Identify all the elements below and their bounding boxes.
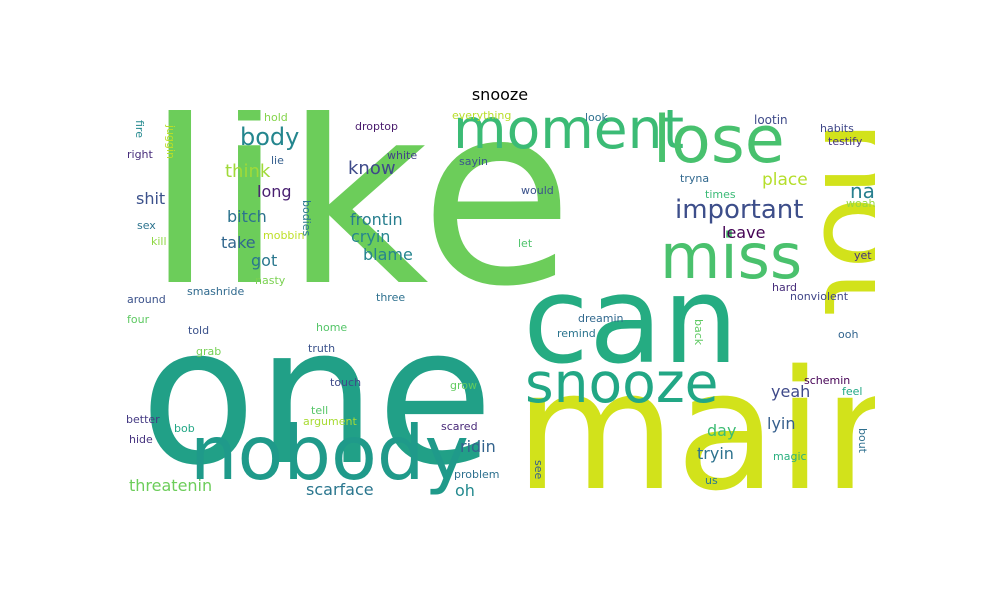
- word-know: know: [348, 158, 396, 179]
- word-truth: truth: [308, 342, 335, 355]
- word-lose: lose: [653, 110, 785, 178]
- word-mobbin: mobbin: [263, 229, 304, 242]
- word-main: main: [515, 335, 875, 500]
- word-one: one: [140, 286, 494, 500]
- word-yet: yet: [854, 249, 872, 262]
- word-nasty: nasty: [255, 274, 286, 287]
- word-touch: touch: [330, 376, 361, 389]
- word-day: day: [707, 421, 736, 440]
- word-told: told: [188, 324, 209, 337]
- word-think: think: [225, 161, 271, 182]
- word-grow: grow: [450, 379, 477, 392]
- word-argument: argument: [303, 415, 357, 428]
- word-times: times: [705, 188, 736, 201]
- word-feel: feel: [842, 385, 862, 398]
- word-right: right: [127, 148, 154, 161]
- word-cryin: cryin: [351, 227, 390, 246]
- word-threatenin: threatenin: [129, 476, 212, 495]
- word-hold: hold: [264, 111, 288, 124]
- word-us: us: [705, 474, 718, 487]
- word-dreamin: dreamin: [578, 312, 624, 325]
- word-cloud-title: snooze: [471, 85, 529, 104]
- word-tell: tell: [311, 404, 328, 417]
- word-four: four: [127, 313, 150, 326]
- word-not: not: [796, 120, 875, 317]
- word-important: important: [675, 195, 803, 225]
- word-tryin: tryin: [697, 444, 734, 463]
- word-snooze: snooze: [525, 351, 719, 415]
- word-back: back: [692, 319, 705, 346]
- word-moment: moment: [453, 110, 684, 161]
- word-sex: sex: [137, 219, 156, 232]
- word-oh: oh: [455, 481, 475, 500]
- word-everything: everything: [452, 110, 511, 122]
- word-white: white: [387, 149, 417, 162]
- word-ooh: ooh: [838, 328, 858, 341]
- word-habits: habits: [820, 122, 854, 135]
- word-let: let: [518, 237, 533, 250]
- word-bitch: bitch: [227, 207, 267, 226]
- word-cloud: like one not main can moment lose miss nobody sno…: [125, 110, 875, 500]
- word-leave: leave: [722, 223, 765, 242]
- word-bout: bout: [856, 428, 869, 454]
- word-hard: hard: [772, 281, 797, 294]
- word-bodies: bodies: [300, 200, 313, 237]
- word-nah: nah: [850, 179, 875, 203]
- word-yeah: yeah: [771, 382, 810, 401]
- word-three: three: [376, 291, 405, 304]
- word-long: long: [257, 182, 292, 201]
- word-testify: testify: [828, 135, 863, 148]
- word-see: see: [532, 460, 545, 479]
- word-home: home: [316, 321, 347, 334]
- word-sayin: sayin: [459, 155, 488, 168]
- word-better: better: [126, 413, 160, 426]
- word-woah: woah: [846, 197, 875, 210]
- word-lie: lie: [271, 154, 284, 167]
- word-look: look: [585, 111, 609, 124]
- word-take: take: [221, 233, 256, 252]
- word-ridin: ridin: [460, 437, 496, 456]
- word-droptop: droptop: [355, 120, 398, 133]
- word-smashride: smashride: [187, 285, 244, 298]
- word-nobody: nobody: [190, 409, 469, 497]
- word-blame: blame: [363, 245, 413, 264]
- word-scarface: scarface: [306, 480, 374, 499]
- word-frontin: frontin: [350, 210, 403, 229]
- word-got: got: [251, 251, 277, 270]
- word-schemin: schemin: [804, 374, 850, 387]
- word-shit: shit: [136, 189, 165, 208]
- word-lyin: lyin: [767, 414, 796, 433]
- word-place: place: [762, 170, 808, 190]
- word-fire: fire: [133, 120, 146, 138]
- word-problem: problem: [454, 468, 500, 481]
- word-scared: scared: [441, 420, 478, 433]
- word-tryna: tryna: [680, 172, 709, 185]
- word-miss: miss: [660, 220, 802, 293]
- word-lootin: lootin: [754, 113, 788, 127]
- word-like: like: [145, 110, 574, 341]
- word-around: around: [127, 293, 166, 306]
- word-would: would: [521, 184, 554, 197]
- word-juggin: juggin: [164, 124, 177, 159]
- word-nonviolent: nonviolent: [790, 290, 849, 303]
- word-body: body: [240, 123, 299, 151]
- word-grab: grab: [196, 345, 221, 358]
- word-hide: hide: [129, 433, 153, 446]
- word-remind: remind: [557, 327, 596, 340]
- word-kill: kill: [151, 235, 167, 248]
- word-bob: bob: [174, 422, 195, 435]
- word-can: can: [523, 252, 739, 391]
- word-magic: magic: [773, 450, 807, 463]
